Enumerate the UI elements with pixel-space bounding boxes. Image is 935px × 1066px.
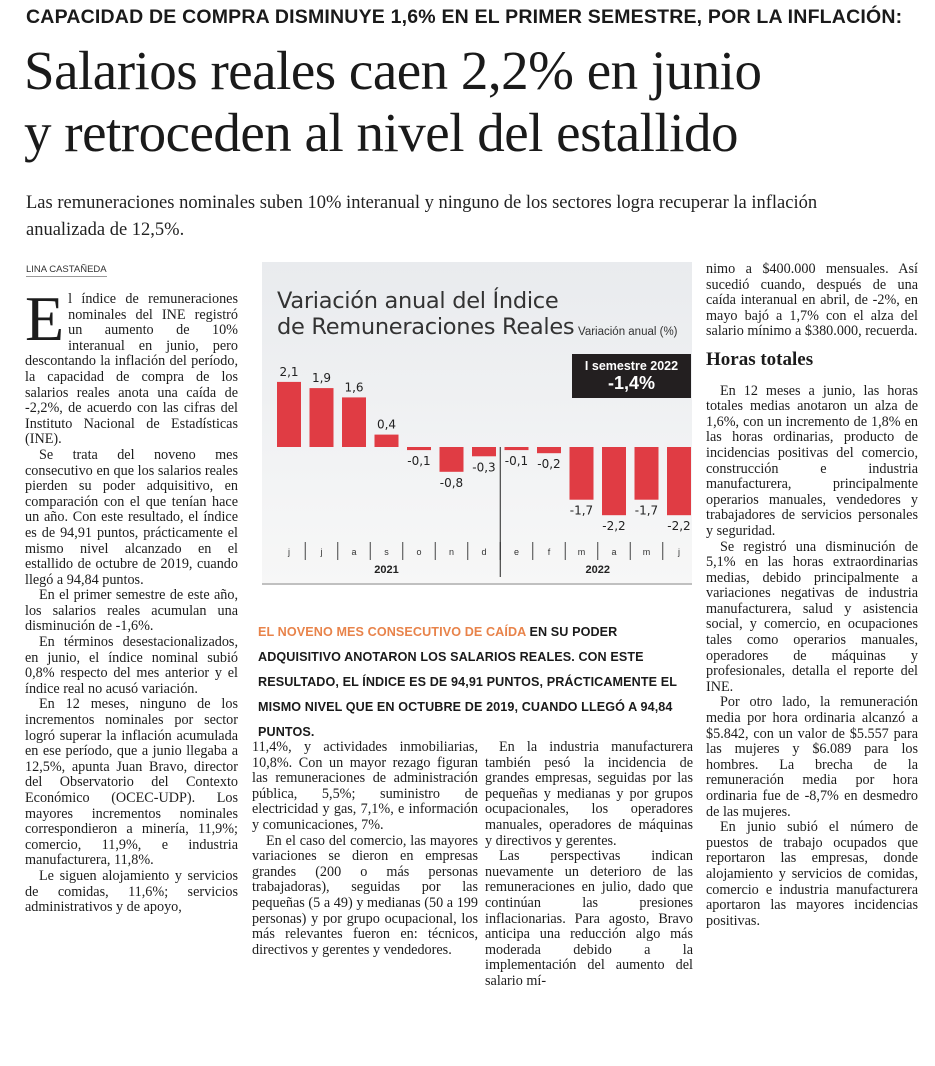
deck: Las remuneraciones nominales suben 10% i… [26,193,818,240]
bar [342,397,366,447]
paragraph: En 12 meses, ninguno de los incrementos … [25,696,238,869]
paragraph: Se trata del noveno mes consecutivo en q… [25,446,238,588]
paragraph: En 12 meses a junio, las horas totales m… [706,382,918,539]
month-tick-label: o [416,547,421,557]
bar [667,447,691,516]
data-label: 2,1 [279,365,298,379]
chart-unit-label: Variación anual (%) [578,326,678,338]
bar [309,388,334,447]
paragraph: En el caso del comercio, las mayores var… [252,832,478,958]
month-tick-label: j [320,547,323,557]
paragraph: Se registró una disminución de 5,1% en l… [706,538,918,695]
paragraph: Las perspectivas indican nuevamente un d… [485,848,693,989]
headline-line-2: y retroceden al nivel del estallido [24,102,739,163]
month-tick-label: f [548,547,551,557]
data-label: -0,2 [537,457,560,471]
month-tick-label: n [449,547,454,557]
month-tick-label: d [481,547,486,557]
bar [439,447,464,472]
paragraph: En términos desestacionalizados, en juni… [25,634,238,697]
annotation-value: -1,4% [607,373,656,393]
data-label: -2,2 [602,519,625,533]
data-label: -0,8 [440,476,463,490]
data-label: -0,1 [505,454,528,468]
chart-plot: 2,1 j 1,9 j 1,6 a 0,4 s -0,1 o -0,8 n -0,3 d -0,1 e -0,2… [262,365,692,585]
pull-quote-highlight: EL NOVENO MES CONSECUTIVO DE CAÍDA [258,625,526,639]
month-tick-label: m [643,547,651,557]
data-label: 1,6 [344,380,363,394]
data-label: -0,1 [407,454,430,468]
month-tick-label: s [384,547,389,557]
bar [504,447,529,451]
bar [407,447,431,451]
bar [634,447,659,500]
subhead: Horas totales [706,348,814,370]
semester-annotation: I semestre 2022 -1,4% [572,354,691,398]
data-label: -1,7 [635,504,658,518]
bar [602,447,626,516]
bar [374,434,399,447]
kicker: CAPACIDAD DE COMPRA DISMINUYE 1,6% EN EL… [26,6,903,28]
data-label: 1,9 [312,371,331,385]
headline-line-1: Salarios reales caen 2,2% en junio [24,40,762,101]
column-3: En la industria manufacturera también pe… [485,739,693,990]
month-tick-label: m [578,547,586,557]
byline: LINA CASTAÑEDA [26,264,107,277]
paragraph: En el primer semestre de este año, los s… [25,587,238,635]
year-label: 2022 [586,564,610,576]
pull-quote-text: EN SU PODER ADQUISITIVO ANOTARON LOS SAL… [258,625,677,739]
month-tick-label: a [611,547,616,557]
data-label: -2,2 [667,519,690,533]
data-label: -1,7 [570,504,593,518]
bar [569,447,594,500]
month-tick-label: a [351,547,356,557]
chart-title-line-1: Variación anual del Índice [277,288,559,314]
chart-title: Variación anual del Índice de Remuneraci… [277,288,575,340]
month-tick-label: j [287,547,290,557]
year-label: 2021 [374,564,398,576]
data-label: 0,4 [377,418,396,432]
bar [472,447,496,457]
paragraph: Por otro lado, la remuneración media por… [706,694,918,820]
paragraph: nimo a $400.000 mensuales. Así sucedió c… [706,261,918,340]
paragraph: En junio subió el número de puestos de t… [706,819,918,929]
column-4: nimo a $400.000 mensuales. Así sucedió c… [706,261,918,929]
headline: Salarios reales caen 2,2% en junio y ret… [24,40,762,164]
bar [277,381,301,447]
data-label: -0,3 [472,460,495,474]
annotation-label: I semestre 2022 [584,359,679,373]
paragraph: Le siguen alojamiento y servicios de com… [25,867,238,916]
month-tick-label: j [677,547,680,557]
column-2: 11,4%, y actividades inmobiliarias, 10,8… [252,739,478,958]
dropcap: E [25,283,65,354]
bar [537,447,561,454]
bar-chart: Variación anual del Índice de Remuneraci… [262,262,692,585]
month-tick-label: e [514,547,519,557]
chart-title-line-2: de Remuneraciones Reales [277,314,575,340]
paragraph-text: l índice de remuneraciones nominales del… [25,291,238,448]
pull-quote: EL NOVENO MES CONSECUTIVO DE CAÍDA EN SU… [258,620,698,745]
paragraph: 11,4%, y actividades inmobiliarias, 10,8… [252,739,478,833]
paragraph: En la industria manufacturera también pe… [485,739,693,849]
